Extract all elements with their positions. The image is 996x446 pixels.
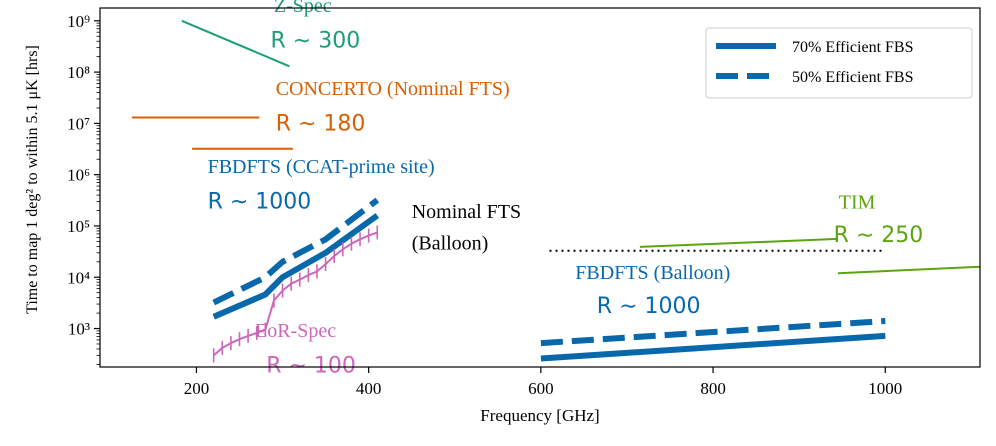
y-tick-label: 10⁷ [67, 114, 90, 133]
annotation-1: R ∼ 300 [271, 29, 361, 54]
series-line-fbs-7 [540, 332, 886, 362]
annotation-9: R ∼ 250 [834, 223, 924, 248]
annotation-5: R ∼ 1000 [208, 189, 312, 214]
x-axis-label: Frequency [GHz] [480, 406, 599, 425]
x-tick-label: 800 [700, 379, 726, 398]
annotation-6: Nominal FTS [412, 201, 521, 223]
y-tick-label: 10⁶ [67, 166, 90, 185]
tick-layer: 200 400 600 800 1000 10³ 10⁴ 10⁵ 10⁶ 10⁷ 10⁸ 10⁹ [67, 12, 902, 398]
y-axis-label: Time to map 1 deg² to within 5.1 μK [hrs… [24, 45, 41, 314]
x-tick-label: 400 [356, 379, 382, 398]
series-line-zspec-0 [181, 19, 290, 68]
x-tick-label: 600 [528, 379, 554, 398]
legend-label-50: 50% Efficient FBS [792, 69, 913, 86]
y-tick-label: 10⁸ [67, 63, 90, 82]
y-tick-label: 10⁹ [67, 12, 90, 31]
x-tick-label: 1000 [868, 379, 902, 398]
series-line-tim-9 [639, 237, 838, 248]
annotation-12: EoR-Spec [255, 320, 336, 342]
y-tick-label: 10³ [68, 320, 90, 339]
plot-frame [99, 7, 981, 368]
legend-label-70: 70% Efficient FBS [792, 39, 913, 56]
legend: 70% Efficient FBS 50% Efficient FBS [705, 27, 973, 99]
series-line-fbs-4 [212, 197, 380, 306]
annotation-3: R ∼ 180 [276, 112, 366, 137]
annotation-2: CONCERTO (Nominal FTS) [276, 78, 510, 100]
series-line-fbs-3 [212, 213, 380, 320]
series-line-tim-10 [837, 265, 980, 275]
series-line-eor-5 [213, 231, 378, 357]
y-tick-label: 10⁵ [67, 217, 90, 236]
annotation-7: (Balloon) [412, 233, 489, 255]
annotation-4: FBDFTS (CCAT-prime site) [208, 156, 435, 178]
x-tick-label: 200 [184, 379, 210, 398]
annotation-8: TIM [839, 191, 876, 213]
annotation-13: R ∼ 100 [266, 353, 356, 378]
series-layer [131, 19, 980, 363]
y-tick-label: 10⁴ [67, 268, 90, 287]
annotation-11: R ∼ 1000 [597, 294, 701, 319]
series-line-fbs-8 [540, 318, 886, 347]
annotation-10: FBDFTS (Balloon) [575, 262, 730, 284]
